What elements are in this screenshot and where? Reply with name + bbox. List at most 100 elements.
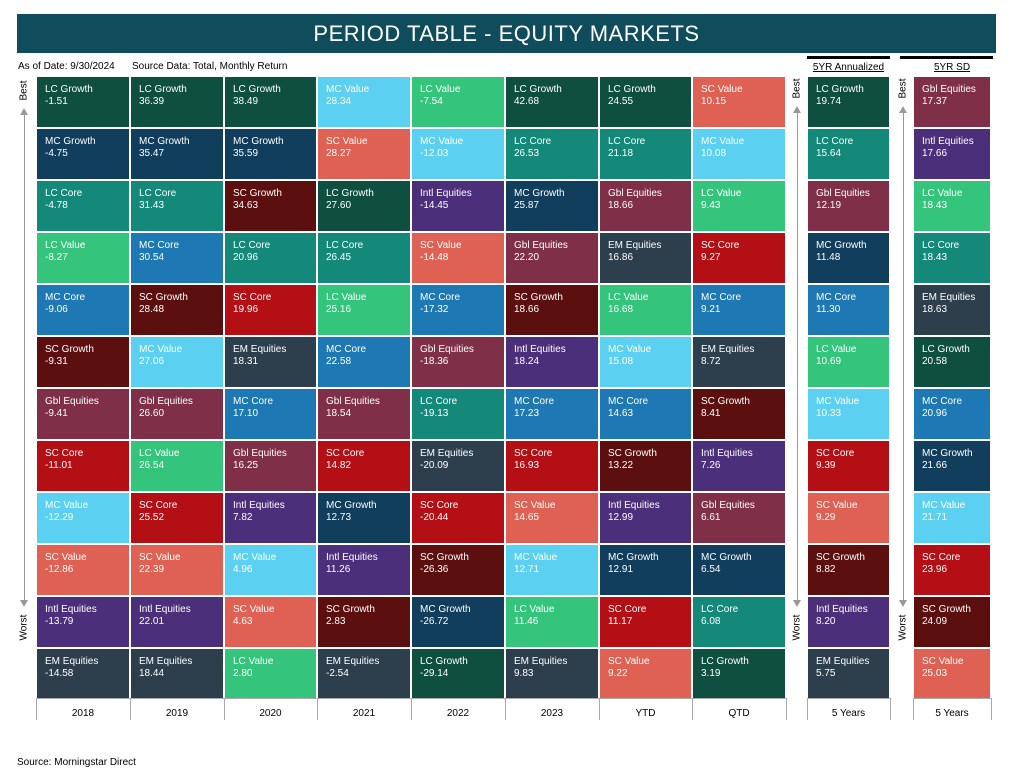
return-value: -1.51 [45,96,68,107]
return-value: 22.39 [139,564,165,575]
asset-class-label: LC Value [45,240,86,251]
table-cell: MC Value -12.29 [36,492,130,544]
column-divider [786,698,787,720]
table-cell: MC Core -17.32 [411,284,505,336]
return-value: 20.58 [922,356,948,367]
asset-class-label: LC Value [514,604,555,615]
return-value: 17.66 [922,148,948,159]
asset-class-label: SC Core [233,292,272,303]
asset-class-label: EM Equities [326,656,380,667]
asset-class-label: LC Growth [233,84,281,95]
table-cell: SC Growth 28.48 [130,284,224,336]
table-cell: LC Growth 38.49 [224,76,317,128]
table-cell: EM Equities 8.72 [692,336,786,388]
asset-class-label: MC Growth [326,500,377,511]
table-cell: MC Value -12.03 [411,128,505,180]
column-label: 2022 [446,708,470,719]
return-value: 2.80 [233,668,253,679]
return-value: 26.60 [139,408,165,419]
asset-class-label: MC Growth [608,552,659,563]
return-value: 20.96 [233,252,259,263]
return-value: 25.03 [922,668,948,679]
asset-class-label: MC Core [139,240,180,251]
table-cell: LC Core -19.13 [411,388,505,440]
asset-class-label: LC Core [420,396,458,407]
table-cell: SC Growth 34.63 [224,180,317,232]
table-cell: Intl Equities -14.45 [411,180,505,232]
table-cell: EM Equities 18.63 [913,284,991,336]
table-cell: SC Value 4.63 [224,596,317,648]
return-value: 25.16 [326,304,352,315]
asset-class-label: MC Value [514,552,558,563]
asset-class-label: MC Value [608,344,652,355]
return-value: 19.74 [816,96,842,107]
table-cell: Intl Equities 7.82 [224,492,317,544]
arrow-down-icon [899,600,907,607]
asset-class-label: SC Growth [233,188,282,199]
return-value: 10.15 [701,96,727,107]
rank-axis-line [903,112,904,600]
return-value: -20.44 [420,512,449,523]
asset-class-label: Intl Equities [514,344,566,355]
table-cell: LC Value 2.80 [224,648,317,700]
return-value: 19.96 [233,304,259,315]
return-value: 11.26 [326,564,351,575]
table-cell: MC Value 12.71 [505,544,599,596]
best-label-sd: Best [897,78,909,99]
asset-class-label: MC Growth [233,136,284,147]
table-cell: SC Growth 24.09 [913,596,991,648]
asset-class-label: SC Growth [45,344,94,355]
return-value: -14.58 [45,668,74,679]
table-cell: MC Value 10.33 [807,388,890,440]
asset-class-label: SC Value [816,500,858,511]
asset-class-label: SC Growth [816,552,865,563]
return-value: 7.82 [233,512,253,523]
table-cell: Intl Equities 12.99 [599,492,692,544]
asset-class-label: Intl Equities [922,136,974,147]
asset-class-label: Intl Equities [420,188,472,199]
table-cell: EM Equities -20.09 [411,440,505,492]
annualized-header-bar [807,56,890,59]
return-value: 28.48 [139,304,165,315]
asset-class-label: LC Core [326,240,364,251]
asset-class-label: EM Equities [608,240,662,251]
table-cell: MC Growth 35.59 [224,128,317,180]
footer-source: Source: Morningstar Direct [17,757,136,768]
table-cell: SC Value 14.65 [505,492,599,544]
column-divider [991,698,992,720]
return-value: 18.24 [514,356,540,367]
table-cell: LC Core 26.53 [505,128,599,180]
table-cell: MC Growth 21.66 [913,440,991,492]
return-value: 12.73 [326,512,352,523]
table-cell: LC Core 18.43 [913,232,991,284]
annualized-title: 5YR Annualized [812,62,885,73]
worst-label-annualized: Worst [791,614,803,641]
return-value: 22.01 [139,616,165,627]
table-cell: Intl Equities 22.01 [130,596,224,648]
return-value: 13.22 [608,460,634,471]
column-label: YTD [635,708,656,719]
return-value: 35.59 [233,148,259,159]
return-value: -26.72 [420,616,449,627]
return-value: 23.96 [922,564,948,575]
asset-class-label: EM Equities [514,656,568,667]
table-cell: MC Value 21.71 [913,492,991,544]
table-cell: MC Core 30.54 [130,232,224,284]
return-value: 25.52 [139,512,165,523]
table-cell: SC Growth -26.36 [411,544,505,596]
asset-class-label: LC Value [608,292,649,303]
asset-class-label: MC Growth [139,136,190,147]
table-cell: SC Value 9.22 [599,648,692,700]
table-cell: MC Value 28.34 [317,76,411,128]
return-value: 16.93 [514,460,540,471]
table-cell: LC Value 18.43 [913,180,991,232]
column-divider [807,698,808,720]
return-value: -29.14 [420,668,449,679]
column-divider [411,698,412,720]
return-value: -2.54 [326,668,349,679]
annualized-axis [807,698,890,721]
table-cell: LC Value -7.54 [411,76,505,128]
asset-class-label: MC Value [816,396,860,407]
return-value: 18.54 [326,408,352,419]
return-value: 8.82 [816,564,836,575]
